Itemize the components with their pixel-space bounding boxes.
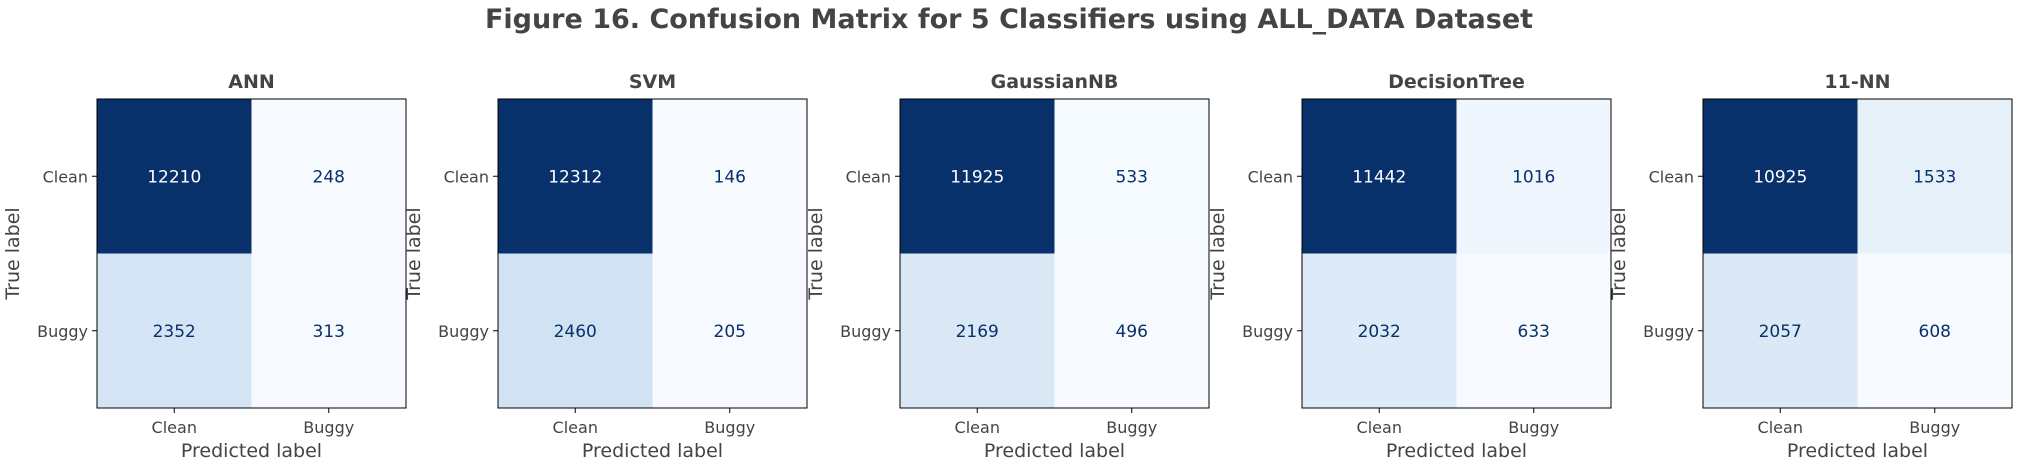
matrix-cell bbox=[1456, 99, 1611, 254]
matrix-cell bbox=[1302, 99, 1457, 254]
y-tick-label: Clean bbox=[1248, 167, 1293, 186]
cell-value-label: 1533 bbox=[1913, 167, 1956, 187]
matrix-cell bbox=[251, 99, 406, 254]
x-tick-label: Buggy bbox=[303, 418, 354, 437]
panel-title: DecisionTree bbox=[1388, 71, 1525, 93]
panel-title: 11-NN bbox=[1824, 71, 1890, 93]
y-axis-label: True label bbox=[1207, 207, 1229, 300]
x-axis-label: Predicted label bbox=[1787, 440, 1928, 462]
cell-value-label: 10925 bbox=[1753, 167, 1807, 187]
matrix-cell bbox=[498, 253, 653, 408]
x-tick-label: Clean bbox=[1758, 418, 1803, 437]
y-axis-label: True label bbox=[1608, 207, 1630, 300]
y-tick-label: Clean bbox=[1649, 167, 1694, 186]
matrix-cell bbox=[251, 253, 406, 408]
x-tick-label: Buggy bbox=[704, 418, 755, 437]
axes-frame bbox=[96, 98, 407, 409]
confusion-matrix-panel: 11442 1016 2032 633 DecisionTree Clean Buggy Cl… bbox=[1207, 71, 1612, 462]
cell-value-label: 2460 bbox=[554, 322, 597, 342]
cell-value-label: 533 bbox=[1116, 167, 1148, 187]
y-axis-label: True label bbox=[403, 207, 425, 300]
matrix-cell bbox=[1456, 253, 1611, 408]
x-tick-label: Clean bbox=[152, 418, 197, 437]
x-tick-label: Clean bbox=[1357, 418, 1402, 437]
confusion-matrix-panel: 12312 146 2460 205 SVM Clean Buggy Clean Buggy Pr… bbox=[403, 71, 808, 462]
y-tick-label: Buggy bbox=[1242, 322, 1293, 341]
axes-frame bbox=[1702, 98, 2013, 409]
x-axis-label: Predicted label bbox=[181, 440, 322, 462]
matrix-cell bbox=[1703, 253, 1858, 408]
matrix-cell bbox=[1302, 253, 1457, 408]
cell-value-label: 2032 bbox=[1358, 322, 1401, 342]
cell-value-label: 1016 bbox=[1512, 167, 1555, 187]
matrix-cell bbox=[97, 253, 252, 408]
matrix-cell bbox=[900, 99, 1055, 254]
x-tick-label: Buggy bbox=[1508, 418, 1559, 437]
x-tick-label: Clean bbox=[955, 418, 1000, 437]
x-axis-label: Predicted label bbox=[582, 440, 723, 462]
matrix-cell bbox=[652, 99, 807, 254]
cell-value-label: 205 bbox=[714, 322, 746, 342]
axes-frame bbox=[899, 98, 1210, 409]
axes-frame bbox=[1301, 98, 1612, 409]
panel-title: ANN bbox=[228, 71, 275, 93]
cell-value-label: 11442 bbox=[1352, 167, 1406, 187]
matrix-cell bbox=[97, 99, 252, 254]
cell-value-label: 248 bbox=[313, 167, 345, 187]
confusion-matrix-panel: 11925 533 2169 496 GaussianNB Clean Buggy Clean… bbox=[805, 71, 1210, 462]
y-axis-label: True label bbox=[2, 207, 24, 300]
matrix-cell bbox=[652, 253, 807, 408]
y-tick-label: Clean bbox=[846, 167, 891, 186]
cell-value-label: 2057 bbox=[1759, 322, 1802, 342]
x-tick-label: Buggy bbox=[1106, 418, 1157, 437]
confusion-matrix-panel: 10925 1533 2057 608 11-NN Clean Buggy Clean Bugg… bbox=[1608, 71, 2013, 462]
confusion-matrix-panel: 12210 248 2352 313 ANN Clean Buggy Clean Buggy Pr… bbox=[2, 71, 407, 462]
y-tick-label: Buggy bbox=[37, 322, 88, 341]
y-tick-label: Buggy bbox=[840, 322, 891, 341]
matrix-cell bbox=[1857, 253, 2012, 408]
cell-value-label: 633 bbox=[1518, 322, 1550, 342]
cell-value-label: 313 bbox=[313, 322, 345, 342]
cell-value-label: 608 bbox=[1919, 322, 1951, 342]
y-tick-label: Buggy bbox=[438, 322, 489, 341]
x-axis-label: Predicted label bbox=[1386, 440, 1527, 462]
cell-value-label: 2169 bbox=[956, 322, 999, 342]
cell-value-label: 496 bbox=[1116, 322, 1148, 342]
panel-title: GaussianNB bbox=[991, 71, 1119, 93]
y-tick-label: Buggy bbox=[1643, 322, 1694, 341]
y-tick-label: Clean bbox=[444, 167, 489, 186]
matrix-cell bbox=[1857, 99, 2012, 254]
panel-title: SVM bbox=[629, 71, 676, 93]
cell-value-label: 146 bbox=[714, 167, 746, 187]
axes-frame bbox=[497, 98, 808, 409]
figure-title: Figure 16. Confusion Matrix for 5 Classi… bbox=[484, 4, 1534, 35]
x-axis-label: Predicted label bbox=[984, 440, 1125, 462]
matrix-cell bbox=[1054, 99, 1209, 254]
matrix-cell bbox=[1703, 99, 1858, 254]
cell-value-label: 12312 bbox=[548, 167, 602, 187]
cell-value-label: 12210 bbox=[147, 167, 201, 187]
matrix-cell bbox=[1054, 253, 1209, 408]
x-tick-label: Clean bbox=[553, 418, 598, 437]
y-axis-label: True label bbox=[805, 207, 827, 300]
matrix-cell bbox=[498, 99, 653, 254]
y-tick-label: Clean bbox=[43, 167, 88, 186]
cell-value-label: 11925 bbox=[950, 167, 1004, 187]
x-tick-label: Buggy bbox=[1909, 418, 1960, 437]
matrix-cell bbox=[900, 253, 1055, 408]
cell-value-label: 2352 bbox=[153, 322, 196, 342]
